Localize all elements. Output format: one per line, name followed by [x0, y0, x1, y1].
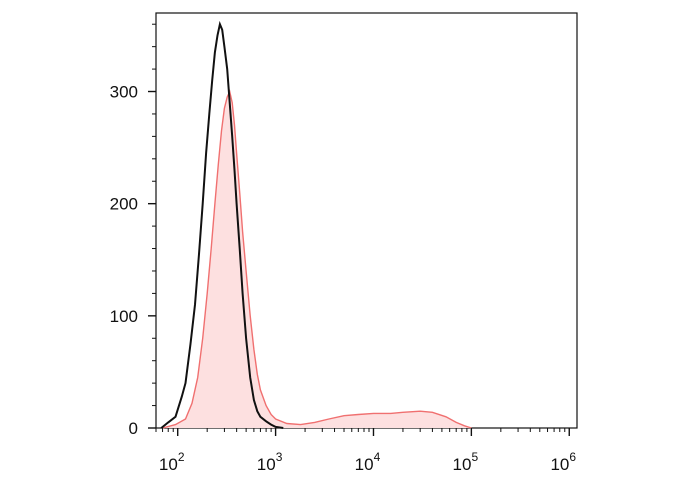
x-axis: 102 103 104 105 106	[155, 428, 576, 474]
x-tick-label: 105	[453, 450, 479, 474]
series-1-line	[160, 20, 284, 429]
y-tick-label: 0	[129, 419, 138, 438]
series-layer	[160, 20, 472, 429]
y-tick-label: 200	[110, 195, 138, 214]
y-tick-label: 300	[110, 83, 138, 102]
x-tick-label: 104	[355, 450, 381, 474]
y-axis: 0 100 200 300	[110, 23, 156, 438]
y-tick-label: 100	[110, 307, 138, 326]
x-tick-label: 102	[159, 450, 185, 474]
series-0-outline	[162, 89, 472, 429]
x-tick-label: 103	[257, 450, 283, 474]
x-tick-label: 106	[550, 450, 576, 474]
series-0-area	[162, 91, 472, 428]
